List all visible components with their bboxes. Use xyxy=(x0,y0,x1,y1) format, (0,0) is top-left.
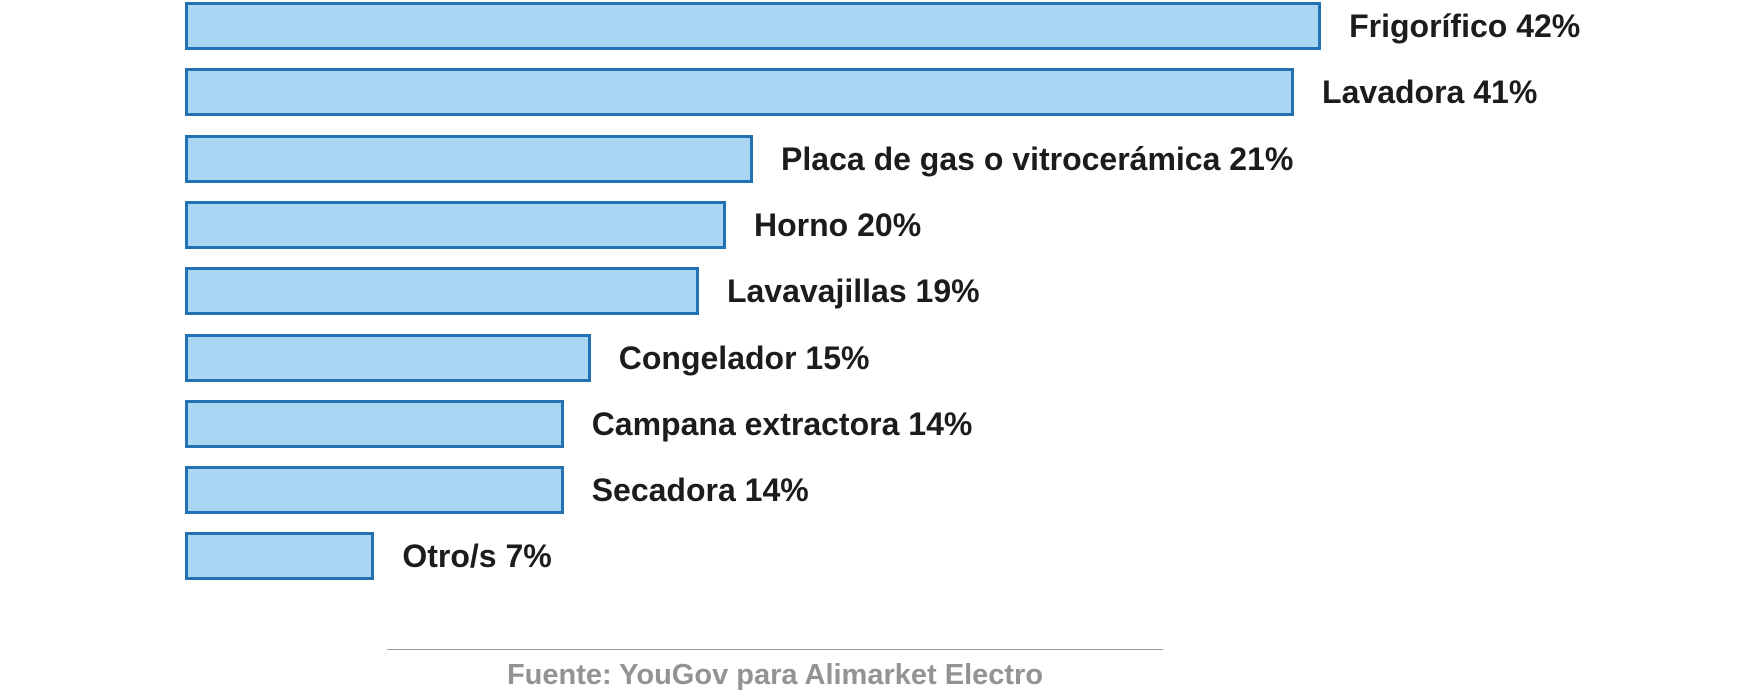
bar xyxy=(185,532,375,581)
bar xyxy=(185,200,726,249)
bar-value-label: Otro/s 7% xyxy=(402,538,552,575)
bar-row: Lavadora 41% xyxy=(185,68,1538,117)
bar-value-label: Placa de gas o vitrocerámica 21% xyxy=(781,140,1294,177)
bar-value-label: Horno 20% xyxy=(754,206,922,243)
bar xyxy=(185,68,1295,117)
bar xyxy=(185,333,591,382)
bar xyxy=(185,2,1322,50)
bar-row: Lavavajillas 19% xyxy=(185,267,980,316)
source-caption: Fuente: YouGov para Alimarket Electro xyxy=(506,659,1044,691)
bar-value-label: Lavadora 41% xyxy=(1322,74,1538,111)
bar xyxy=(185,267,699,316)
source-divider xyxy=(387,649,1163,650)
bar-value-label: Secadora 14% xyxy=(591,472,809,509)
bar xyxy=(185,399,564,448)
bar-row: Congelador 15% xyxy=(185,333,870,382)
bar xyxy=(185,134,754,183)
bar-row: Campana extractora 14% xyxy=(185,399,973,448)
bar-value-label: Campana extractora 14% xyxy=(591,405,973,442)
bar-row: Placa de gas o vitrocerámica 21% xyxy=(185,134,1294,183)
bar-row: Secadora 14% xyxy=(185,466,809,515)
bar-row: Horno 20% xyxy=(185,200,922,249)
bar-value-label: Congelador 15% xyxy=(618,339,870,376)
bar xyxy=(185,466,564,515)
bar-row: Otro/s 7% xyxy=(185,532,552,581)
bar-row: Frigorífico 42% xyxy=(185,2,1580,50)
bar-value-label: Frigorífico 42% xyxy=(1349,8,1581,44)
bar-value-label: Lavavajillas 19% xyxy=(726,273,980,310)
